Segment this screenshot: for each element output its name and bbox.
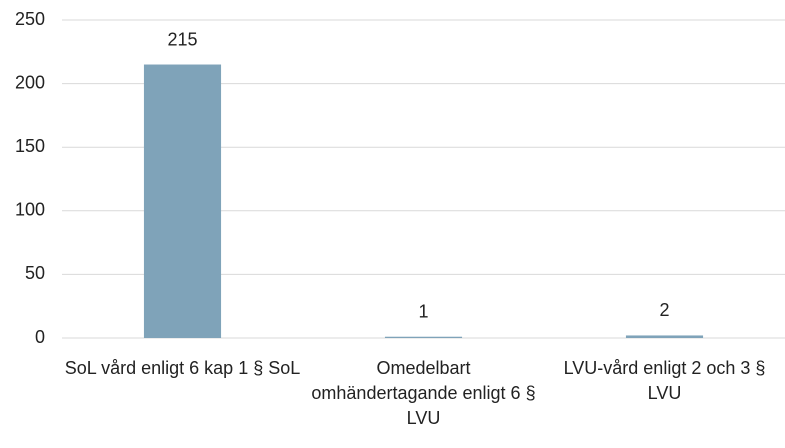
data-label: 215 bbox=[167, 29, 197, 49]
y-tick-label: 0 bbox=[35, 327, 45, 347]
x-tick-label: Omedelbart omhändertagande enligt 6 § LV… bbox=[311, 358, 536, 428]
data-label: 1 bbox=[418, 301, 428, 321]
data-label: 2 bbox=[659, 300, 669, 320]
bar bbox=[143, 64, 222, 339]
y-tick-label: 150 bbox=[15, 136, 45, 156]
y-tick-label: 100 bbox=[15, 200, 45, 220]
bar bbox=[625, 335, 704, 338]
y-tick-label: 200 bbox=[15, 72, 45, 92]
x-tick-label: SoL vård enligt 6 kap 1 § SoL bbox=[64, 358, 301, 378]
y-tick-label: 250 bbox=[15, 9, 45, 29]
bar bbox=[384, 336, 463, 338]
y-tick-label: 50 bbox=[25, 263, 45, 283]
x-tick-label: LVU-vård enligt 2 och 3 § LVU bbox=[563, 358, 766, 403]
